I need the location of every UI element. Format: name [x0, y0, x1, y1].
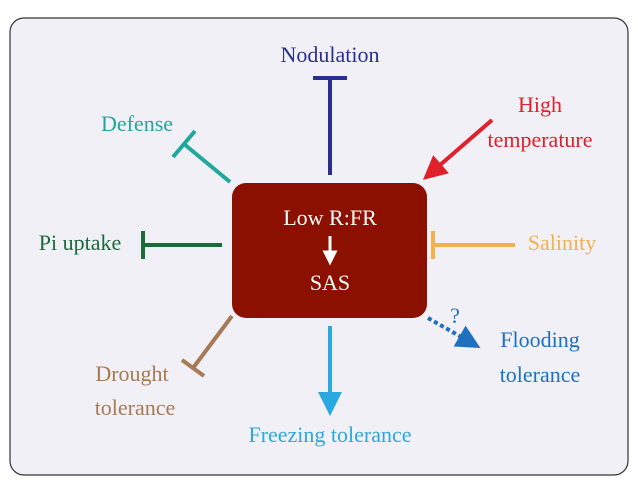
inhibit-pi-uptake	[141, 231, 222, 259]
label: Flooding	[500, 327, 579, 352]
inhibit-drought	[180, 314, 234, 378]
arrow-flooding	[427, 316, 481, 348]
center-label: Low R:FR	[283, 205, 377, 230]
label: Defense	[101, 111, 173, 136]
arrow-high-temp	[422, 118, 494, 180]
label: Freezing tolerance	[248, 422, 411, 447]
label: tolerance	[500, 362, 581, 387]
inhibit-defense	[171, 129, 232, 184]
label: temperature	[487, 127, 592, 152]
label: tolerance	[95, 395, 176, 420]
inhibit-nodulation	[313, 76, 347, 175]
label: Salinity	[528, 230, 596, 255]
label: High	[518, 92, 562, 117]
question-mark: ?	[450, 303, 460, 328]
label: Pi uptake	[39, 230, 122, 255]
label: Nodulation	[281, 42, 380, 67]
inhibit-salinity	[431, 231, 515, 259]
label: Drought	[95, 361, 168, 386]
center-label: SAS	[310, 270, 350, 295]
